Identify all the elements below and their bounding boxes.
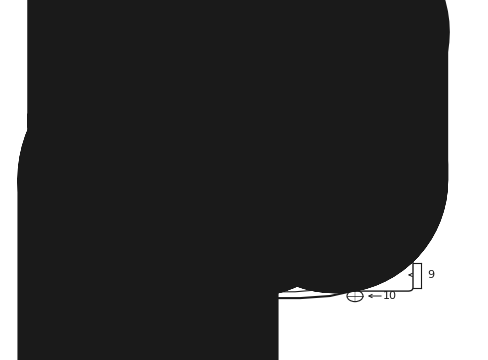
- Text: 6: 6: [144, 174, 151, 184]
- Text: 3: 3: [244, 165, 251, 175]
- Bar: [321, 173, 333, 180]
- Text: 11: 11: [390, 237, 404, 247]
- Text: 1: 1: [296, 127, 303, 137]
- Text: 10: 10: [382, 291, 396, 301]
- Text: 4: 4: [238, 158, 245, 167]
- Text: 7: 7: [92, 111, 100, 121]
- FancyBboxPatch shape: [372, 206, 396, 261]
- Bar: [208, 158, 223, 166]
- Text: 12: 12: [400, 198, 414, 208]
- Text: 5: 5: [188, 165, 195, 175]
- FancyBboxPatch shape: [110, 249, 169, 272]
- Text: 8: 8: [244, 89, 251, 99]
- Text: 2: 2: [331, 153, 338, 163]
- FancyBboxPatch shape: [323, 260, 412, 291]
- Text: 9: 9: [427, 270, 434, 280]
